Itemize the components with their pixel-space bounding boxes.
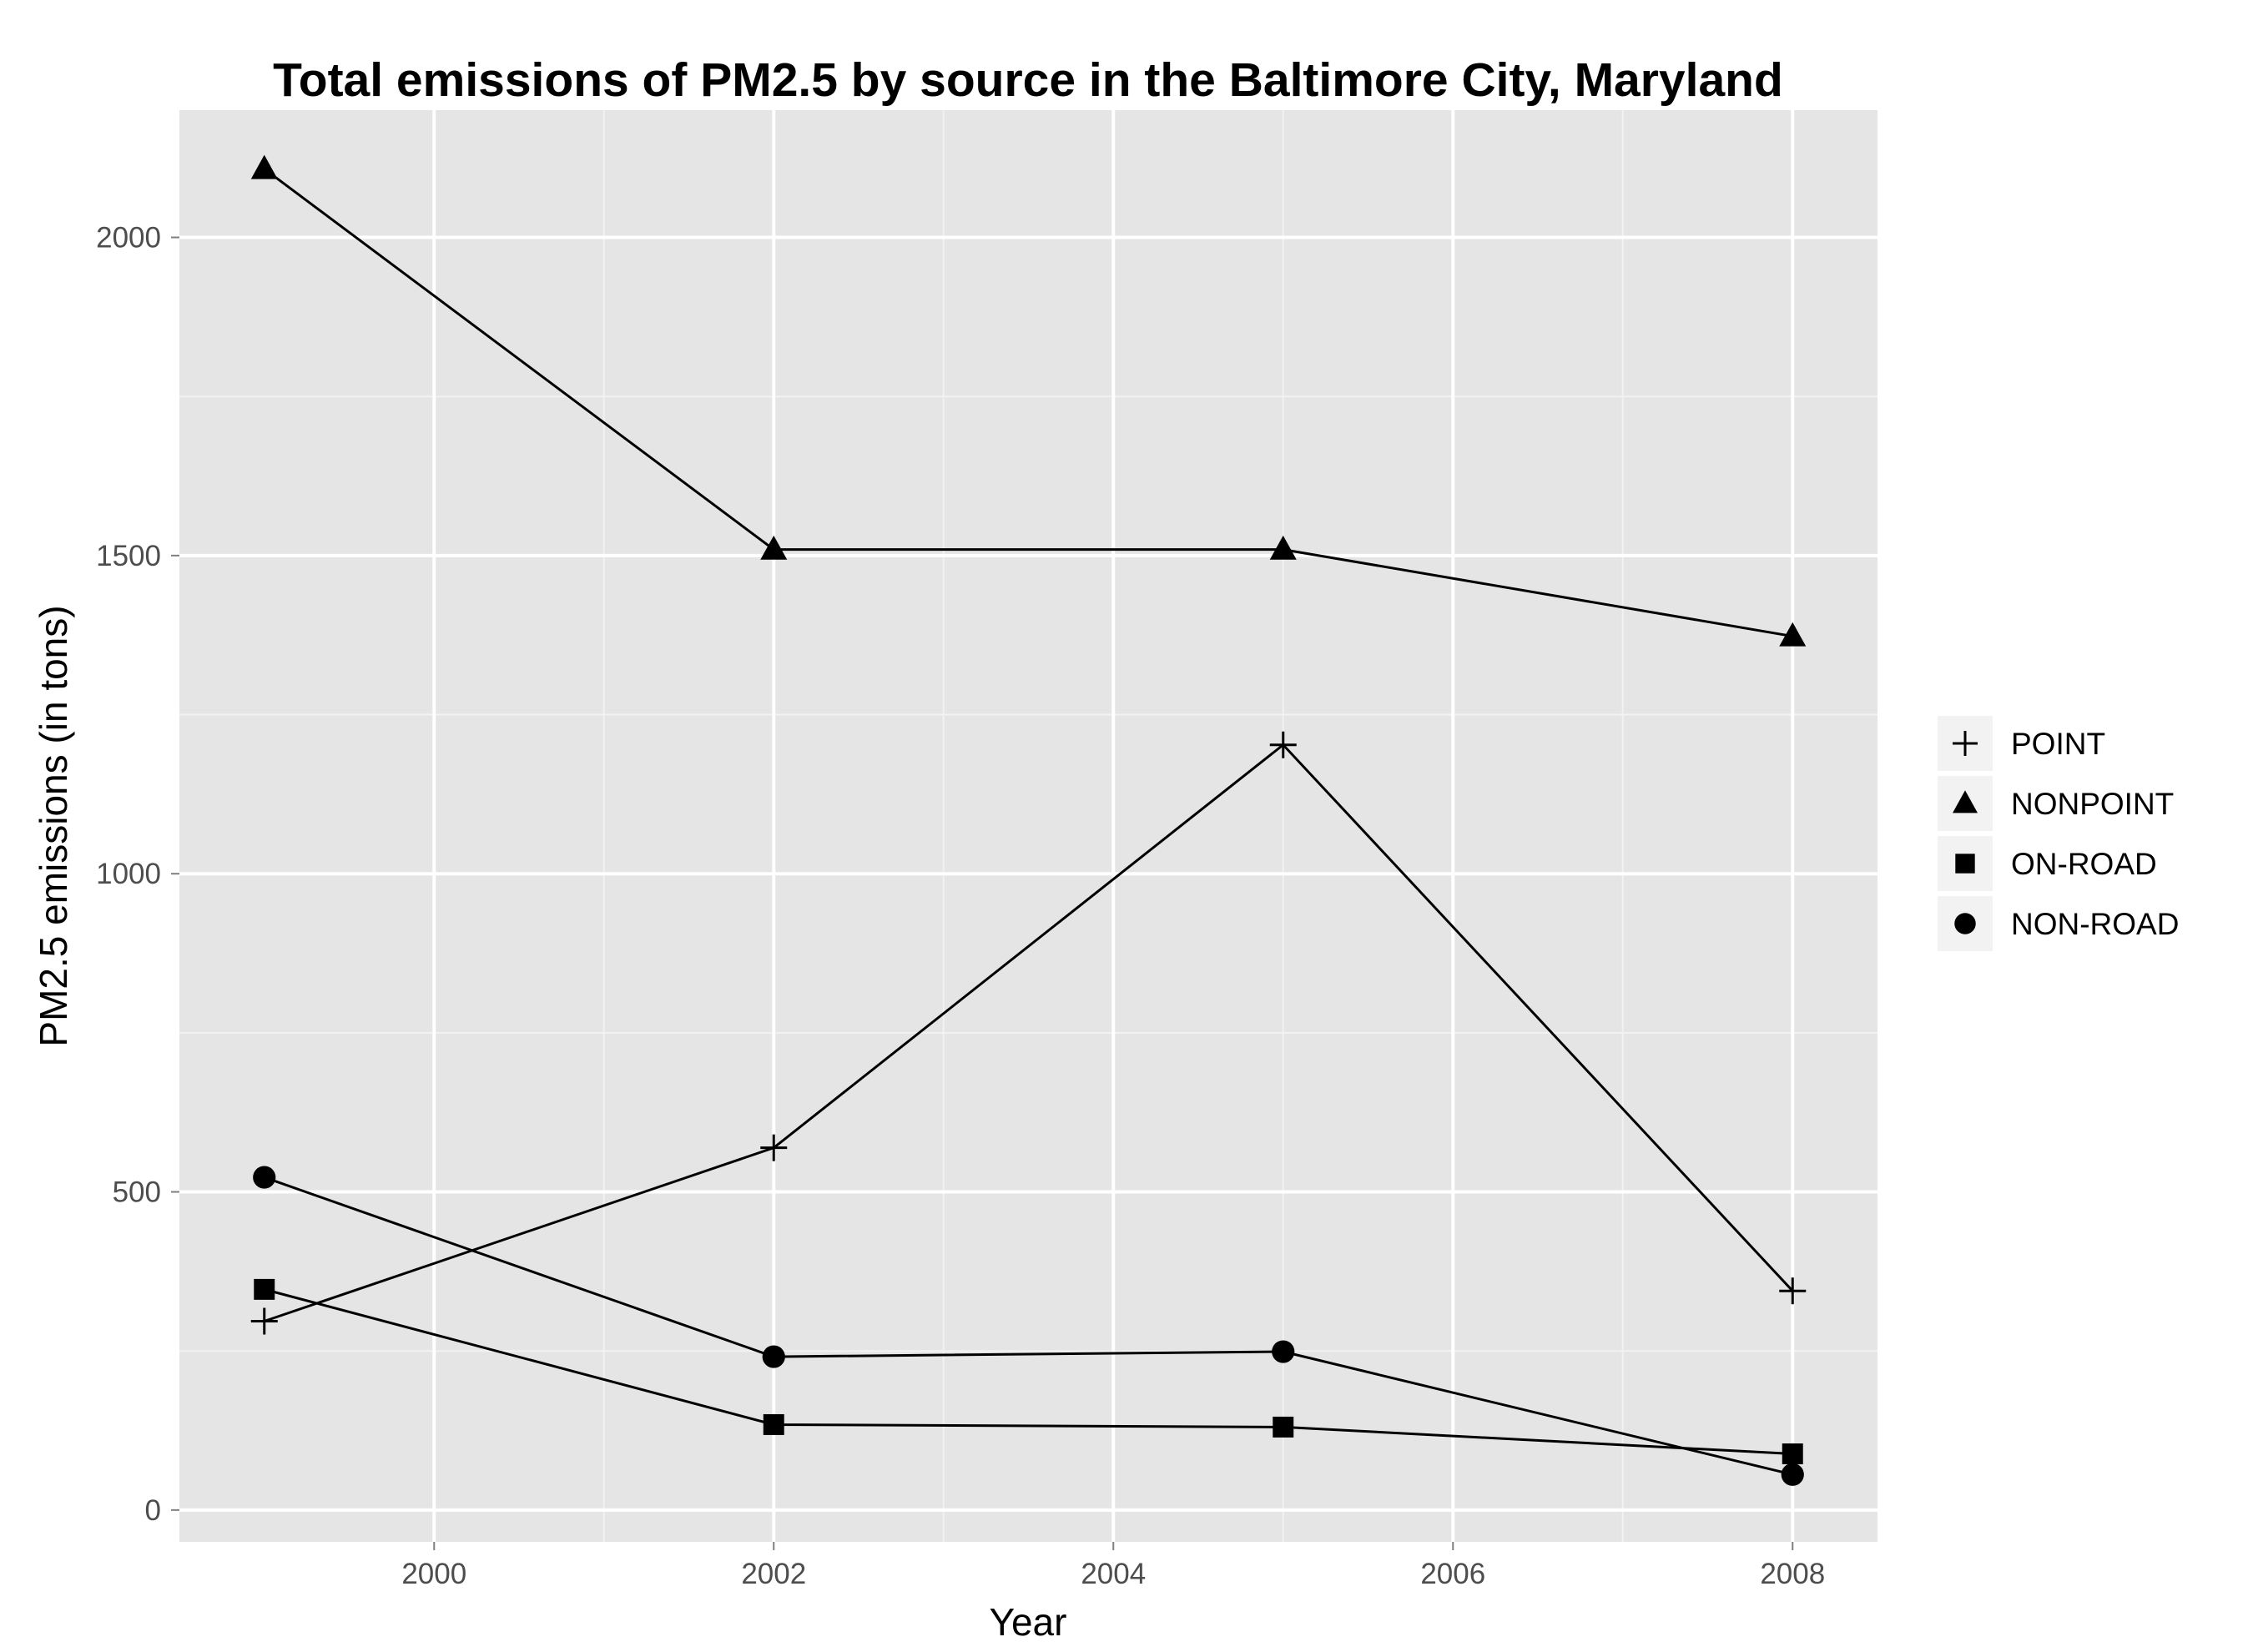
legend-item-non-road: NON-ROAD (1938, 896, 2179, 951)
chart-title: Total emissions of PM2.5 by source in th… (273, 53, 1783, 107)
data-point-nonpoint (760, 535, 788, 560)
legend-label: POINT (2011, 727, 2105, 761)
legend-label: NONPOINT (2011, 787, 2174, 821)
data-point-nonpoint (1779, 622, 1807, 647)
series-line-on-road (264, 1287, 1793, 1456)
data-point-non-road (1781, 1463, 1804, 1486)
legend-marker-point (1953, 731, 1978, 756)
major-gridlines (179, 110, 1878, 1542)
series-line-non-road (264, 1176, 1793, 1476)
legend: POINT NONPOINT ON-ROAD NON-ROAD (1938, 716, 2179, 951)
series-line-point (264, 743, 1794, 1322)
data-point-on-road (1782, 1443, 1803, 1465)
legend-marker-non-road (1954, 913, 1976, 934)
legend-item-nonpoint: NONPOINT (1938, 776, 2174, 831)
legend-marker-nonpoint (1953, 790, 1978, 813)
series-line-nonpoint (263, 168, 1793, 638)
x-tick-label: 2002 (741, 1558, 806, 1590)
series-lines (263, 168, 1794, 1476)
data-point-non-road (253, 1166, 276, 1189)
x-axis-title: Year (990, 1600, 1067, 1644)
data-point-point (1779, 1277, 1807, 1305)
legend-label: NON-ROAD (2011, 907, 2179, 941)
y-axis-title: PM2.5 emissions (in tons) (32, 605, 75, 1046)
minor-gridlines (179, 110, 1878, 1542)
y-tick-label: 1500 (96, 540, 161, 572)
data-point-non-road (1272, 1340, 1295, 1363)
data-point-on-road (763, 1413, 784, 1435)
data-point-nonpoint (1269, 535, 1297, 560)
legend-item-point: POINT (1938, 716, 2105, 771)
data-point-on-road (1273, 1416, 1294, 1438)
plot-panel (179, 110, 1878, 1542)
data-point-point (250, 1307, 278, 1335)
x-tick-label: 2004 (1081, 1558, 1146, 1590)
y-tick-label: 500 (113, 1176, 161, 1209)
x-tick-label: 2000 (401, 1558, 466, 1590)
legend-item-on-road: ON-ROAD (1938, 836, 2157, 891)
data-point-nonpoint (250, 154, 278, 179)
data-point-point (1269, 731, 1297, 758)
data-point-on-road (254, 1278, 275, 1300)
y-tick-label: 0 (145, 1494, 161, 1527)
y-tick-label: 2000 (96, 222, 161, 254)
series-points (250, 154, 1807, 1486)
data-point-point (760, 1134, 788, 1161)
legend-label: ON-ROAD (2011, 847, 2157, 881)
data-point-non-road (762, 1345, 785, 1368)
x-tick-label: 2008 (1760, 1558, 1825, 1590)
y-tick-label: 1000 (96, 858, 161, 890)
axes: 2000 2002 2004 2006 2008 0 500 1000 1500 2000 (96, 222, 1825, 1590)
legend-marker-on-road (1955, 854, 1975, 874)
x-tick-label: 2006 (1420, 1558, 1485, 1590)
